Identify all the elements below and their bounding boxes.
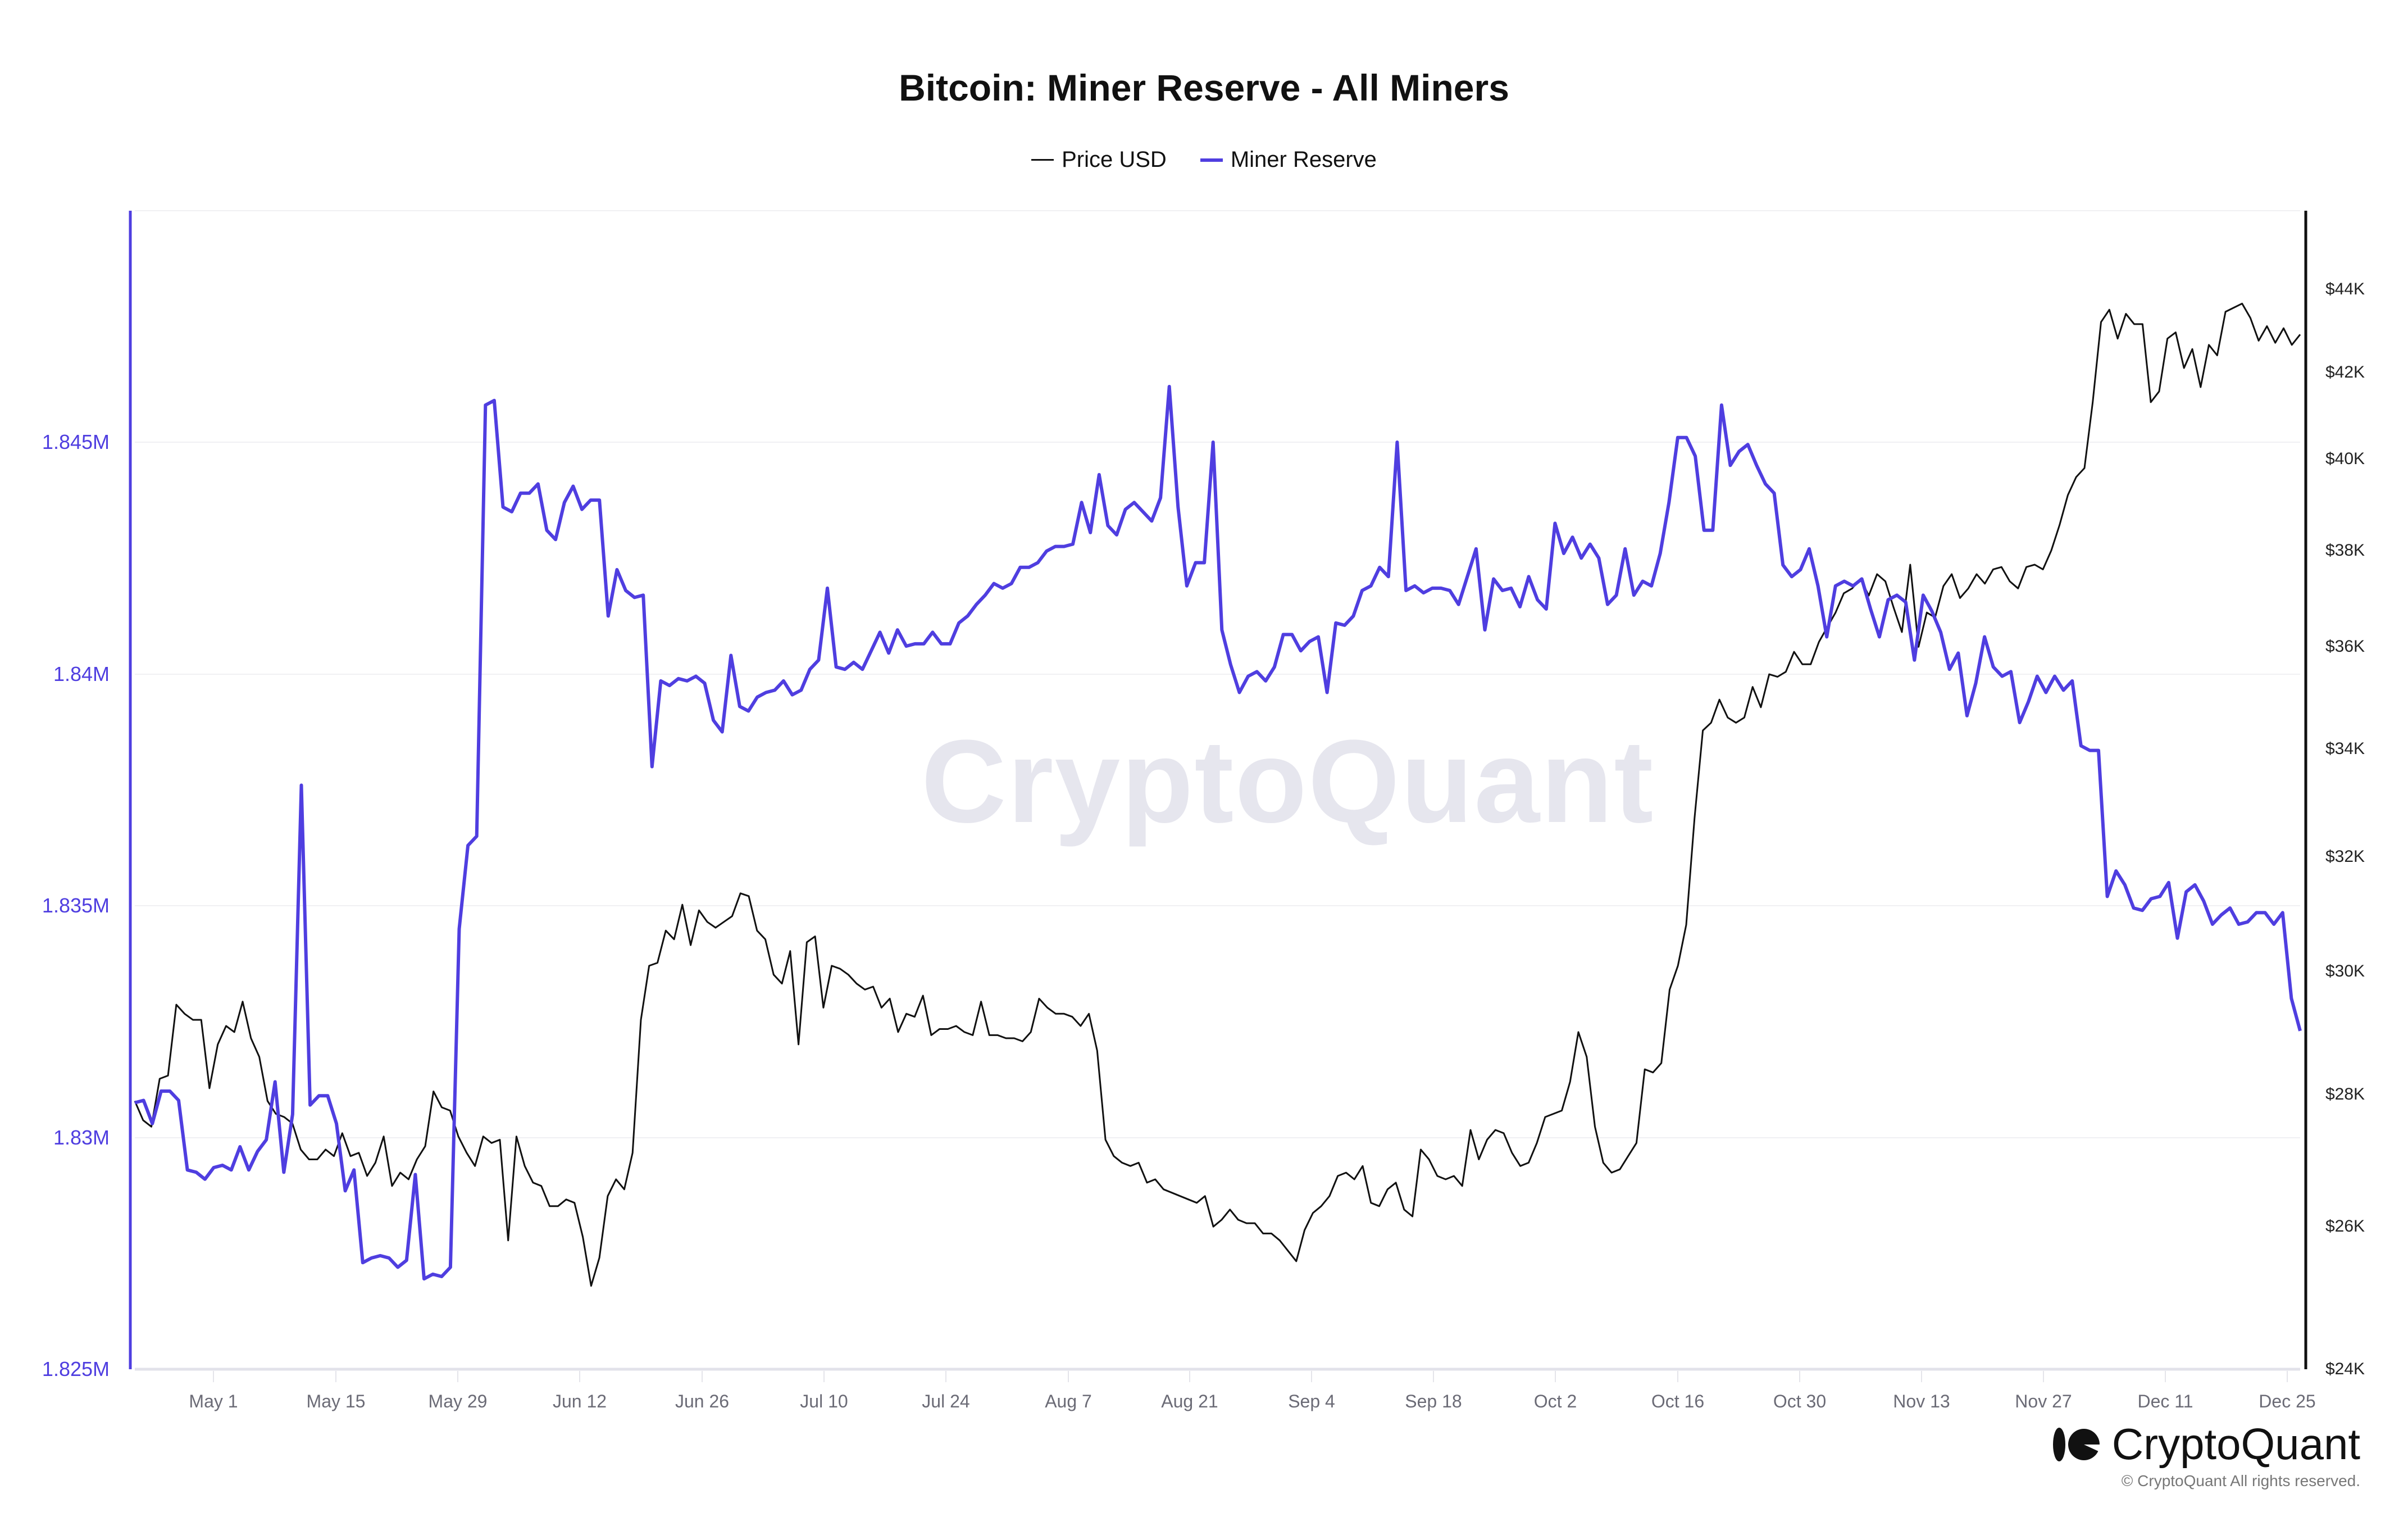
watermark: CryptoQuant: [921, 715, 1655, 847]
x-tick-label: Aug 21: [1161, 1391, 1218, 1411]
x-tick-label: May 29: [428, 1391, 488, 1411]
copyright-text: © CryptoQuant All rights reserved.: [2121, 1472, 2360, 1489]
right-tick-label: $26K: [2325, 1217, 2365, 1236]
x-tick-label: Jun 26: [675, 1391, 730, 1411]
left-tick-label: 1.835M: [42, 894, 110, 917]
legend-item-price[interactable]: Price USD: [1031, 147, 1167, 172]
right-tick-label: $42K: [2325, 362, 2365, 381]
cryptoquant-logo-icon: [2052, 1427, 2100, 1461]
x-tick-label: May 1: [189, 1391, 238, 1411]
reserve-line-swatch-icon: [1200, 158, 1223, 162]
x-tick-label: Aug 7: [1045, 1391, 1092, 1411]
x-tick-label: Jul 10: [800, 1391, 848, 1411]
x-tick-label: Jun 12: [552, 1391, 607, 1411]
x-tick-label: Nov 27: [2015, 1391, 2072, 1411]
right-tick-label: $28K: [2325, 1085, 2365, 1104]
legend-item-miner-reserve[interactable]: Miner Reserve: [1200, 147, 1377, 172]
right-tick-label: $40K: [2325, 449, 2365, 469]
chart-title: Bitcoin: Miner Reserve - All Miners: [899, 67, 1509, 108]
right-tick-label: $38K: [2325, 541, 2365, 560]
x-tick-label: Nov 13: [1893, 1391, 1950, 1411]
right-tick-label: $34K: [2325, 739, 2365, 758]
price-usd-line: [134, 302, 2301, 1287]
brand-logo: CryptoQuant: [2051, 1419, 2360, 1470]
x-tick-label: Oct 30: [1773, 1391, 1827, 1411]
legend-label-miner-reserve: Miner Reserve: [1230, 147, 1377, 172]
right-tick-label: $32K: [2325, 847, 2365, 866]
x-tick-label: Oct 2: [1533, 1391, 1577, 1411]
left-tick-label: 1.84M: [53, 662, 110, 685]
x-tick-label: Dec 25: [2259, 1391, 2316, 1411]
x-tick-label: Oct 16: [1651, 1391, 1705, 1411]
right-tick-label: $24K: [2325, 1360, 2365, 1378]
x-tick-label: Sep 18: [1405, 1391, 1462, 1411]
x-tick-marks: [213, 1371, 2288, 1382]
left-tick-label: 1.83M: [53, 1126, 110, 1149]
right-tick-label: $36K: [2325, 637, 2365, 656]
legend: Price USD Miner Reserve: [0, 147, 2408, 172]
x-tick-label: Sep 4: [1288, 1391, 1335, 1411]
left-tick-label: 1.845M: [42, 430, 110, 453]
right-tick-label: $44K: [2325, 280, 2365, 298]
gridlines: [135, 210, 2300, 1371]
x-tick-label: May 15: [306, 1391, 366, 1411]
right-tick-label: $30K: [2325, 962, 2365, 981]
x-tick-label: Jul 24: [922, 1391, 970, 1411]
legend-label-price: Price USD: [1062, 147, 1167, 172]
price-line-swatch-icon: [1031, 159, 1054, 161]
left-tick-label: 1.825M: [42, 1357, 110, 1380]
brand-name: CryptoQuant: [2111, 1419, 2360, 1469]
x-tick-label: Dec 11: [2137, 1391, 2193, 1411]
miner-reserve-line: [134, 385, 2302, 1281]
